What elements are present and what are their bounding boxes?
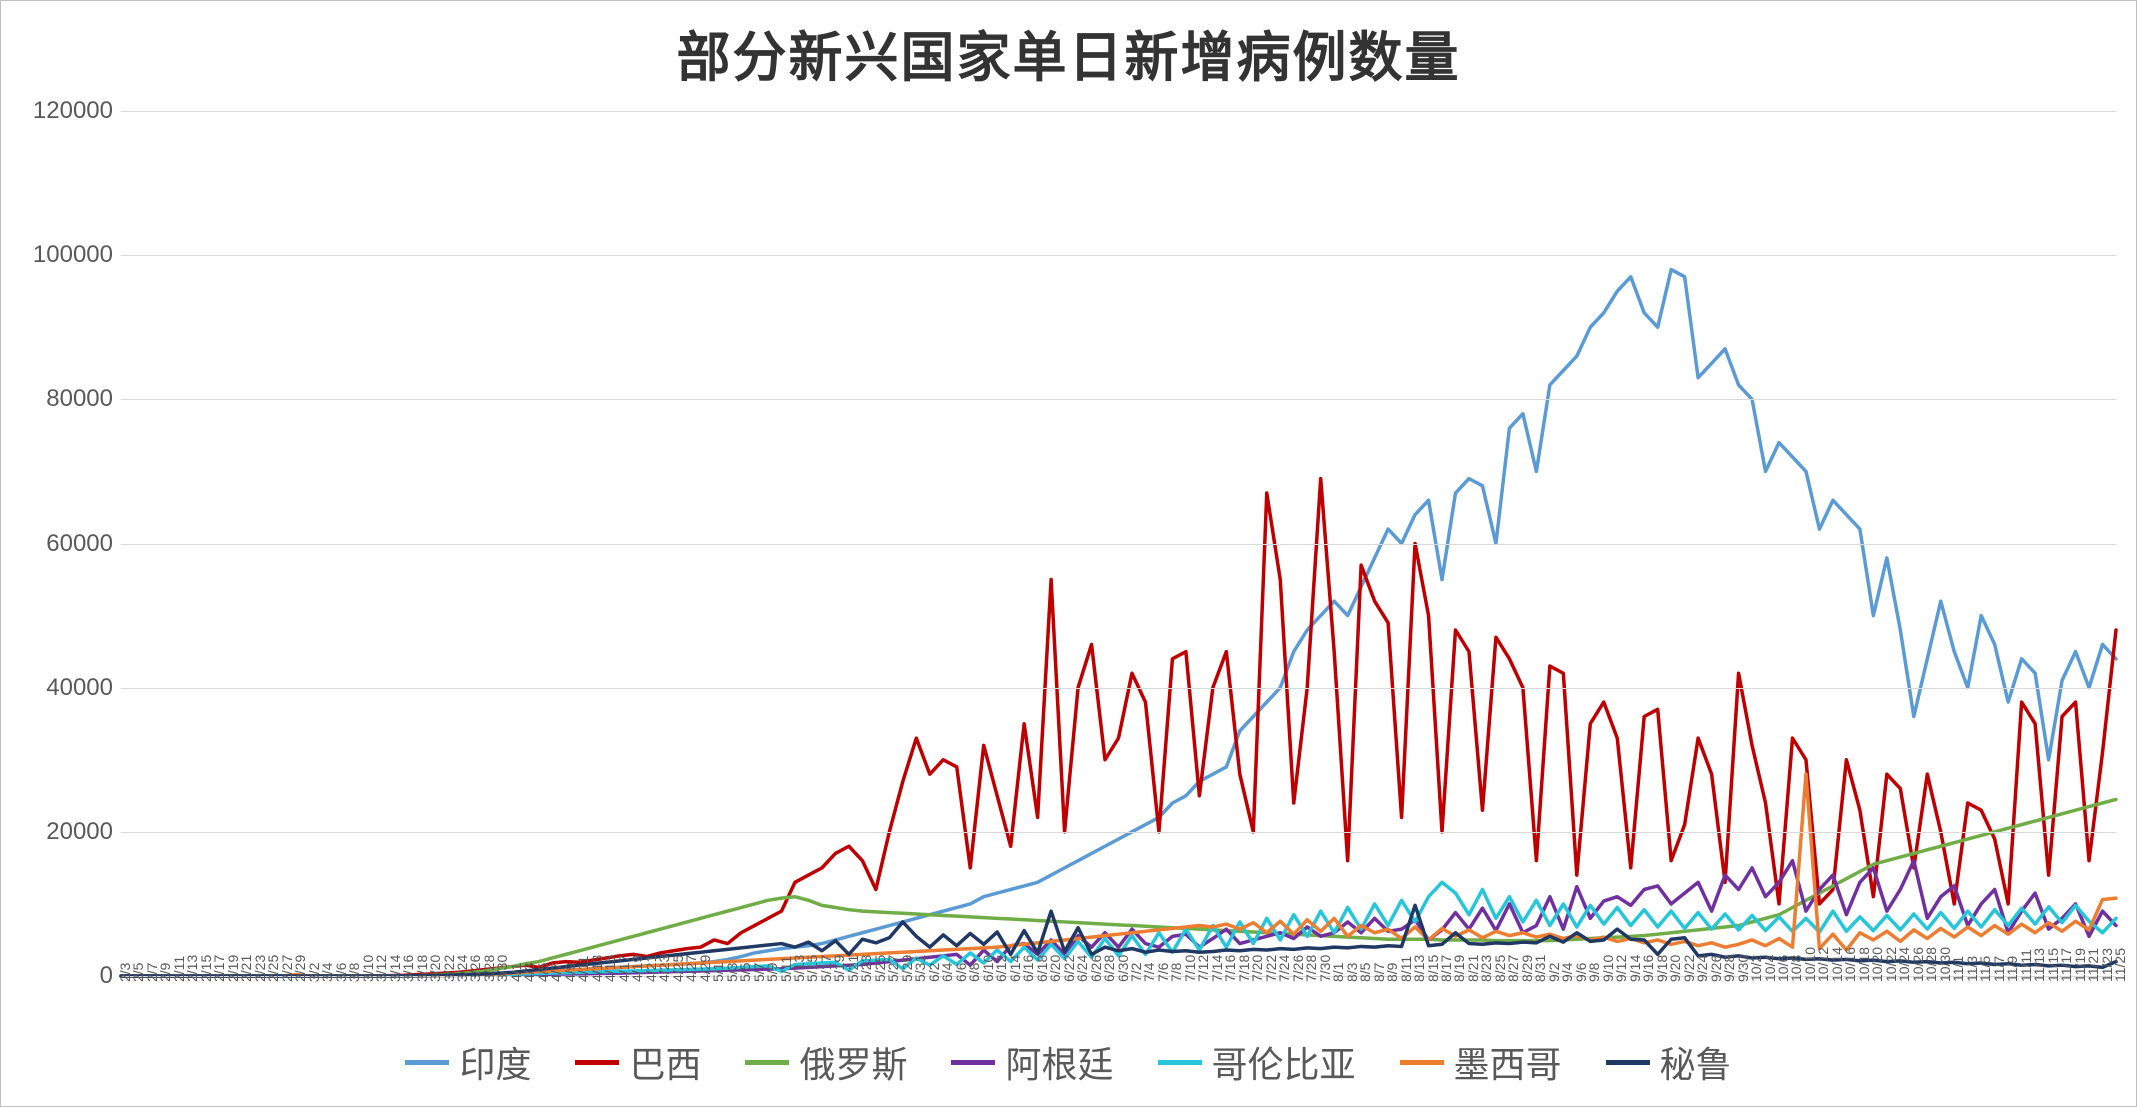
legend-item: 阿根廷 xyxy=(951,1036,1113,1088)
legend-label: 阿根廷 xyxy=(1005,1036,1113,1088)
grid-line xyxy=(121,544,2116,545)
legend-swatch xyxy=(575,1060,619,1065)
grid-line xyxy=(121,688,2116,689)
legend-label: 墨西哥 xyxy=(1454,1036,1562,1088)
legend-swatch xyxy=(745,1060,789,1065)
legend-label: 哥伦比亚 xyxy=(1212,1036,1356,1088)
y-axis-label: 100000 xyxy=(33,241,121,269)
y-axis-label: 120000 xyxy=(33,97,121,125)
chart-container: 部分新兴国家单日新增病例数量 0200004000060000800001000… xyxy=(0,0,2137,1107)
plot-area: 0200004000060000800001000001200002/32/52… xyxy=(121,111,2116,976)
legend-item: 巴西 xyxy=(575,1036,701,1088)
legend-item: 印度 xyxy=(405,1036,531,1088)
legend-swatch xyxy=(951,1060,995,1065)
grid-line xyxy=(121,255,2116,256)
chart-title: 部分新兴国家单日新增病例数量 xyxy=(1,13,2136,92)
legend: 印度 巴西 俄罗斯 阿根廷 哥伦比亚 墨西哥 秘鲁 xyxy=(1,1036,2136,1088)
y-axis-label: 20000 xyxy=(46,818,121,846)
legend-label: 巴西 xyxy=(629,1036,701,1088)
legend-item: 俄罗斯 xyxy=(745,1036,907,1088)
legend-swatch xyxy=(405,1060,449,1065)
grid-line xyxy=(121,832,2116,833)
legend-item: 哥伦比亚 xyxy=(1158,1036,1356,1088)
legend-item: 秘鲁 xyxy=(1606,1036,1732,1088)
y-axis-label: 80000 xyxy=(46,385,121,413)
grid-line xyxy=(121,111,2116,112)
legend-label: 秘鲁 xyxy=(1660,1036,1732,1088)
legend-swatch xyxy=(1400,1060,1444,1065)
y-axis-label: 40000 xyxy=(46,674,121,702)
grid-line xyxy=(121,399,2116,400)
legend-swatch xyxy=(1606,1060,1650,1065)
legend-label: 俄罗斯 xyxy=(799,1036,907,1088)
legend-label: 印度 xyxy=(459,1036,531,1088)
y-axis-label: 60000 xyxy=(46,530,121,558)
legend-swatch xyxy=(1158,1060,1202,1065)
legend-item: 墨西哥 xyxy=(1400,1036,1562,1088)
x-axis-label: 11/25 xyxy=(2112,948,2128,982)
